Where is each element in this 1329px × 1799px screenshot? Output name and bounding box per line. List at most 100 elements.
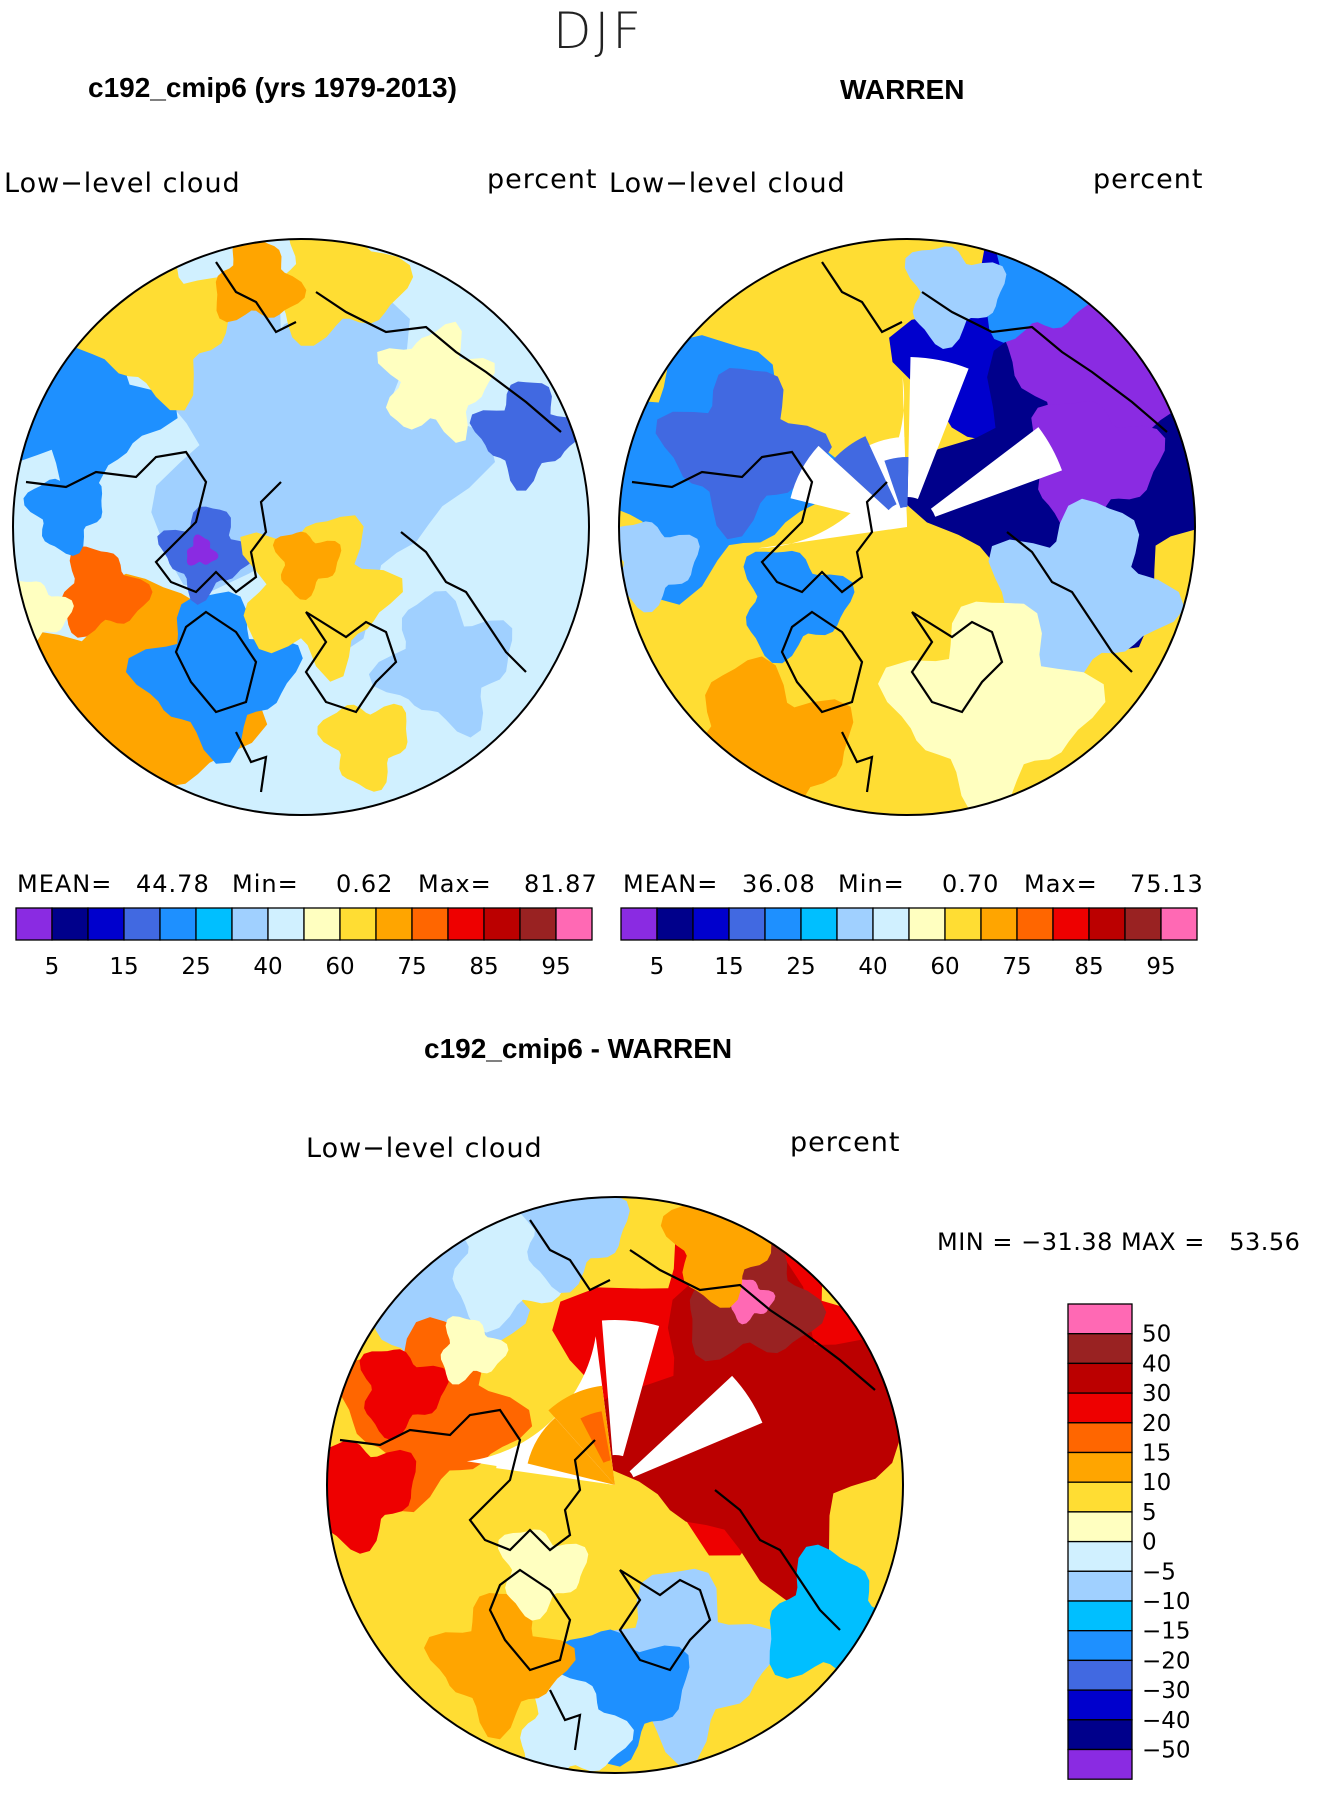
contour-region	[368, 591, 513, 738]
contour-sector	[907, 357, 969, 499]
contour-region	[469, 381, 584, 491]
map-panel-3	[326, 1196, 904, 1774]
contour-sector	[496, 1462, 615, 1485]
colorbar-2-swatch	[836, 907, 874, 941]
contour-sector	[601, 1319, 660, 1457]
contour-region	[23, 478, 103, 556]
colorbar-panel-1: 5 15 25 40 60 75 85 95	[15, 907, 593, 980]
contour-region	[904, 246, 1007, 349]
colorbar-2-tick-label: 25	[786, 954, 815, 980]
contour-sector	[580, 1411, 611, 1463]
colorbar-3-swatch	[1067, 1570, 1133, 1602]
contour-region	[743, 550, 855, 664]
colorbar-3-tick-label: 50	[1142, 1322, 1171, 1348]
panel-1-min: 0.62	[336, 870, 394, 898]
panel-1-min-label: Min=	[232, 870, 299, 898]
colorbar-2-swatch	[728, 907, 766, 941]
panel-1-mean: 44.78	[136, 870, 210, 898]
colorbar-2-swatch	[620, 907, 658, 941]
panel-1-mean-label: MEAN=	[17, 870, 113, 898]
colorbar-1-tick-label: 25	[181, 954, 210, 980]
contour-sector	[930, 427, 1062, 517]
panel-3-units: percent	[790, 1127, 901, 1158]
colorbar-3-tick-label: 20	[1142, 1411, 1171, 1437]
colorbar-2-tick-label: 95	[1146, 954, 1175, 980]
colorbar-2-swatch	[1160, 907, 1198, 941]
contour-region	[655, 368, 832, 540]
coastlines	[25, 261, 562, 793]
colorbar-2-swatch	[944, 907, 982, 941]
colorbar-2-swatch	[656, 907, 694, 941]
colorbar-3-swatch	[1067, 1303, 1133, 1335]
colorbar-1-swatch	[267, 907, 305, 941]
colorbar-1-swatch	[15, 907, 53, 941]
contour-region	[988, 498, 1185, 694]
colorbar-3-swatch	[1067, 1719, 1133, 1751]
colorbar-3-swatch	[1067, 1392, 1133, 1424]
contour-sector	[527, 1417, 615, 1485]
colorbar-3-tick-label: −10	[1142, 1589, 1191, 1615]
contour-region	[177, 292, 329, 442]
panel-2-max: 75.13	[1130, 870, 1204, 898]
colorbar-1-tick-label: 5	[45, 954, 60, 980]
contour-sector	[833, 436, 897, 511]
colorbar-1-tick-label: 40	[253, 954, 282, 980]
panel-2-min: 0.70	[942, 870, 1000, 898]
contour-region	[272, 531, 342, 600]
colorbar-1-swatch	[123, 907, 161, 941]
colorbar-3-tick-label: −20	[1142, 1648, 1191, 1674]
colorbar-1-swatch	[519, 907, 557, 941]
colorbar-1-swatch	[411, 907, 449, 941]
colorbar-2-tick-label: 85	[1074, 954, 1103, 980]
colorbar-1-swatch	[483, 907, 521, 941]
colorbar-3-swatch	[1067, 1481, 1133, 1513]
contour-region	[359, 1349, 449, 1441]
colorbar-3-tick-label: 0	[1142, 1530, 1157, 1556]
colorbar-1-tick-label: 95	[541, 954, 570, 980]
map-border	[326, 1196, 904, 1774]
colorbar-2-swatch	[1052, 907, 1090, 941]
contour-region	[317, 703, 408, 792]
contour-region	[498, 1529, 589, 1621]
colorbar-2-swatch	[980, 907, 1018, 941]
colorbar-1-swatch	[231, 907, 269, 941]
map-border	[12, 238, 590, 816]
contour-sector	[629, 1375, 763, 1478]
colorbar-1-tick-label: 85	[469, 954, 498, 980]
colorbar-1-tick-label: 60	[325, 954, 354, 980]
colorbar-2-swatch	[1016, 907, 1054, 941]
colorbar-3-tick-label: 15	[1142, 1441, 1171, 1467]
colorbar-2-swatch	[908, 907, 946, 941]
contour-region	[61, 546, 153, 638]
contour-sector	[790, 445, 907, 527]
colorbar-3-tick-label: −15	[1142, 1619, 1191, 1645]
colorbar-3-swatch	[1067, 1630, 1133, 1662]
contour-region	[516, 1197, 630, 1293]
contour-region	[126, 591, 303, 764]
colorbar-1-swatch	[339, 907, 377, 941]
colorbar-1-swatch	[87, 907, 125, 941]
colorbar-1-swatch	[51, 907, 89, 941]
contour-region	[186, 534, 219, 566]
colorbar-3-tick-label: 30	[1142, 1381, 1171, 1407]
colorbar-2-swatch	[872, 907, 910, 941]
panel-1-max-label: Max=	[418, 870, 492, 898]
colorbar-1-tick-label: 75	[397, 954, 426, 980]
panel-1-variable: Low−level cloud	[4, 168, 241, 199]
panel-3-variable: Low−level cloud	[306, 1133, 543, 1164]
colorbar-2-swatch	[1088, 907, 1126, 941]
colorbar-3-swatch	[1067, 1451, 1133, 1483]
colorbar-3-tick-label: 10	[1142, 1470, 1171, 1496]
colorbar-3-swatch	[1067, 1748, 1133, 1780]
colorbar-3-swatch	[1067, 1540, 1133, 1572]
contour-region	[377, 321, 495, 443]
panel-1-title: c192_cmip6 (yrs 1979-2013)	[88, 72, 457, 103]
contour-region	[878, 601, 1106, 815]
colorbar-2-swatch	[1124, 907, 1162, 941]
colorbar-3-swatch	[1067, 1362, 1133, 1394]
colorbar-2-swatch	[764, 907, 802, 941]
colorbar-3-swatch	[1067, 1333, 1133, 1365]
colorbar-2-swatch	[692, 907, 730, 941]
colorbar-1-swatch	[159, 907, 197, 941]
